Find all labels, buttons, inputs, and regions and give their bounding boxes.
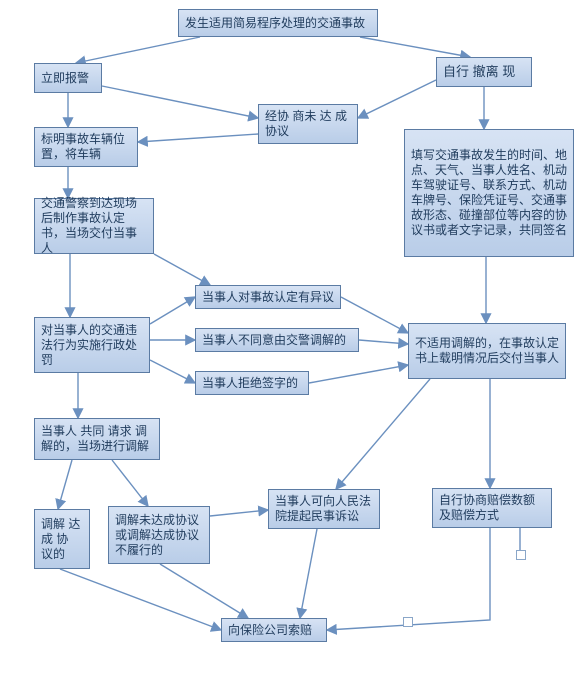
edge-medfail-sue bbox=[210, 510, 268, 516]
edge-refusemed-nomed bbox=[359, 340, 408, 344]
node-label: 交通警察到达现场后制作事故认定书，当场交付当事人 bbox=[41, 196, 147, 256]
node-label: 自行 撤离 现 bbox=[443, 64, 515, 80]
edge-medfail-claim bbox=[160, 564, 248, 618]
node-refusemed: 当事人不同意由交警调解的 bbox=[195, 328, 359, 352]
node-noagree: 经协 商未 达 成协议 bbox=[258, 104, 358, 144]
edge-refusesign-nomed bbox=[309, 365, 408, 383]
node-label: 向保险公司索赔 bbox=[228, 623, 312, 638]
node-label: 不适用调解的，在事故认定书上载明情况后交付当事人 bbox=[415, 336, 559, 366]
node-label: 立即报警 bbox=[41, 71, 89, 86]
node-mark: 标明事故车辆位置，将车辆 bbox=[34, 127, 138, 167]
edge-sue-claim bbox=[300, 529, 317, 618]
node-sue: 当事人可向人民法院提起民事诉讼 bbox=[268, 489, 380, 529]
node-reqmed: 当事人 共同 请求 调解的，当场进行调解 bbox=[34, 418, 160, 460]
node-label: 当事人对事故认定有异议 bbox=[202, 290, 334, 305]
node-start: 发生适用简易程序处理的交通事故 bbox=[178, 9, 378, 37]
node-punish: 对当事人的交通违法行为实施行政处罚 bbox=[34, 317, 150, 373]
node-label: 对当事人的交通违法行为实施行政处罚 bbox=[41, 323, 143, 368]
node-call: 立即报警 bbox=[34, 63, 102, 93]
node-fill: 填写交通事故发生的时间、地点、天气、当事人姓名、机动车驾驶证号、联系方式、机动车… bbox=[404, 129, 574, 257]
node-leave: 自行 撤离 现 bbox=[436, 57, 532, 87]
edge-police-dispute bbox=[154, 254, 210, 285]
edge-medok-claim bbox=[60, 569, 221, 630]
node-label: 当事人拒绝签字的 bbox=[202, 376, 298, 391]
edge-punish-dispute bbox=[150, 297, 195, 324]
node-claim: 向保险公司索赔 bbox=[221, 618, 327, 642]
node-medfail: 调解未达成协议或调解达成协议不履行的 bbox=[108, 506, 210, 564]
node-label: 经协 商未 达 成协议 bbox=[265, 109, 351, 139]
node-dispute: 当事人对事故认定有异议 bbox=[195, 285, 341, 309]
deco-square bbox=[403, 617, 413, 627]
node-label: 填写交通事故发生的时间、地点、天气、当事人姓名、机动车驾驶证号、联系方式、机动车… bbox=[411, 148, 567, 238]
node-police: 交通警察到达现场后制作事故认定书，当场交付当事人 bbox=[34, 198, 154, 254]
edge-reqmed-medok bbox=[58, 460, 72, 509]
edge-start-leave bbox=[360, 37, 470, 57]
node-label: 标明事故车辆位置，将车辆 bbox=[41, 132, 131, 162]
node-refusesign: 当事人拒绝签字的 bbox=[195, 371, 309, 395]
edge-punish-refusesign bbox=[150, 360, 195, 383]
node-label: 当事人 共同 请求 调解的，当场进行调解 bbox=[41, 424, 153, 454]
edge-start-call bbox=[76, 37, 200, 63]
node-label: 调解未达成协议或调解达成协议不履行的 bbox=[115, 513, 203, 558]
edge-leave-noagree bbox=[358, 80, 436, 118]
node-label: 调解 达成 协 议的 bbox=[41, 517, 83, 562]
edge-selfcomp-claim bbox=[327, 528, 490, 630]
node-nomed: 不适用调解的，在事故认定书上载明情况后交付当事人 bbox=[408, 323, 566, 379]
node-medok: 调解 达成 协 议的 bbox=[34, 509, 90, 569]
edge-noagree-mark bbox=[138, 134, 258, 142]
node-label: 发生适用简易程序处理的交通事故 bbox=[185, 16, 365, 31]
edge-nomed-sue bbox=[336, 379, 430, 489]
node-label: 当事人可向人民法院提起民事诉讼 bbox=[275, 494, 373, 524]
edge-call-noagree bbox=[102, 86, 258, 118]
node-label: 当事人不同意由交警调解的 bbox=[202, 333, 346, 348]
node-label: 自行协商赔偿数额及赔偿方式 bbox=[439, 493, 545, 523]
edge-reqmed-medfail bbox=[112, 460, 148, 506]
deco-square bbox=[516, 550, 526, 560]
node-selfcomp: 自行协商赔偿数额及赔偿方式 bbox=[432, 488, 552, 528]
